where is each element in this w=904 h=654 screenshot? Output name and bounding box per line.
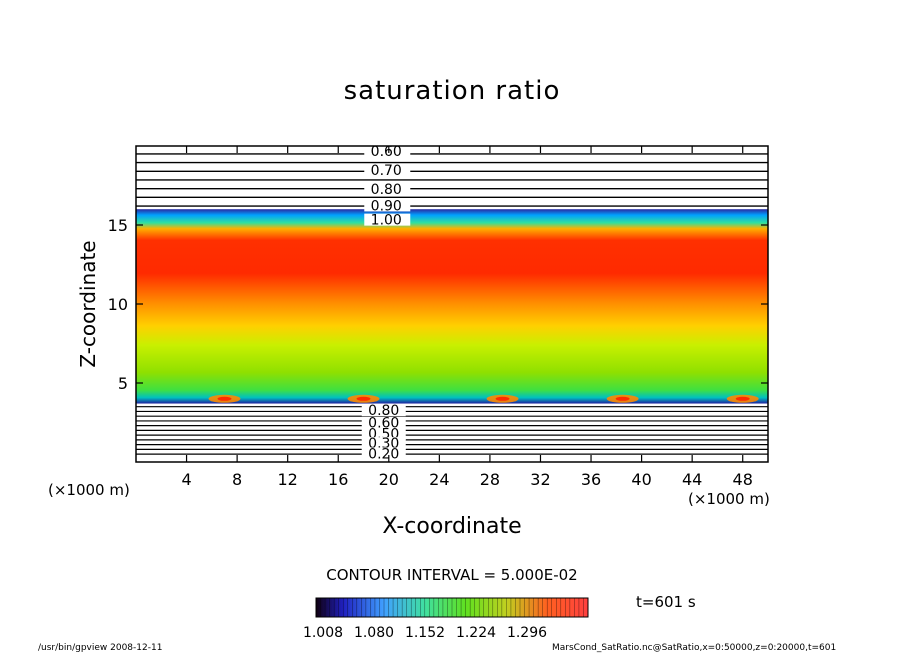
contour-label: 0.70 [371,163,402,179]
x-tick-label: 4 [181,470,191,489]
contour-label-bg [364,182,411,195]
contour-label-bg [361,427,406,440]
contour-label: 0.80 [371,182,402,198]
contour-label: 0.80 [368,403,399,419]
x-tick-label: 44 [682,470,702,489]
contour-label-bg [361,416,406,429]
x-axis-unit: (×1000 m) [688,490,770,508]
contour-label-bg [364,144,411,157]
x-tick-label: 36 [581,470,601,489]
field-blob-core [217,396,232,401]
colorbar-tick-label: 1.296 [507,625,547,641]
saturation-field [136,209,768,404]
contour-label: 0.60 [371,144,402,160]
field-blob-core [356,396,371,401]
colorbar-tick-label: 1.224 [456,625,496,641]
contour-label-bg [361,447,406,460]
x-tick-label: 20 [379,470,399,489]
chart-title: saturation ratio [343,76,561,106]
x-tick-label: 16 [328,470,348,489]
colorbar: 1.008 1.080 1.152 1.224 1.296 [303,597,589,641]
field-blob-core [615,396,630,401]
time-label: t=601 s [636,593,696,611]
plot-area: 0.600.700.800.901.000.800.600.500.300.20 [136,144,768,462]
colorbar-tick-label: 1.152 [405,625,445,641]
y-tick-label: 10 [108,295,128,314]
field-blob-core [735,396,750,401]
y-tick-label: 15 [108,216,128,235]
x-tick-label: 32 [530,470,550,489]
y-axis-label: Z-coordinate [76,240,100,368]
x-tick-label: 24 [429,470,449,489]
contour-label: 0.90 [371,198,402,214]
x-axis-label: X-coordinate [382,514,522,539]
contour-label-bg [364,199,411,212]
x-tick-label: 40 [631,470,651,489]
y-tick-label: 5 [118,374,128,393]
contour-interval-text: CONTOUR INTERVAL = 5.000E-02 [326,566,578,584]
contour-label: 0.60 [368,416,399,432]
x-tick-label: 48 [733,470,753,489]
contour-label: 0.20 [368,446,399,462]
footer-left: /usr/bin/gpview 2008-12-11 [38,643,163,653]
colorbar-tick-label: 1.080 [354,625,394,641]
contour-label: 1.00 [371,213,402,229]
contour-label-bg [364,213,411,226]
y-axis-unit: (×1000 m) [48,481,130,499]
x-tick-label: 12 [278,470,298,489]
x-tick-label: 28 [480,470,500,489]
contour-label-bg [361,437,406,450]
contour-label-bg [364,163,411,176]
field-blob-core [495,396,510,401]
contour-label-bg [361,404,406,417]
x-tick-label: 8 [232,470,242,489]
colorbar-tick-label: 1.008 [303,625,343,641]
footer-right: MarsCond_SatRatio.nc@SatRatio,x=0:50000,… [552,643,837,653]
